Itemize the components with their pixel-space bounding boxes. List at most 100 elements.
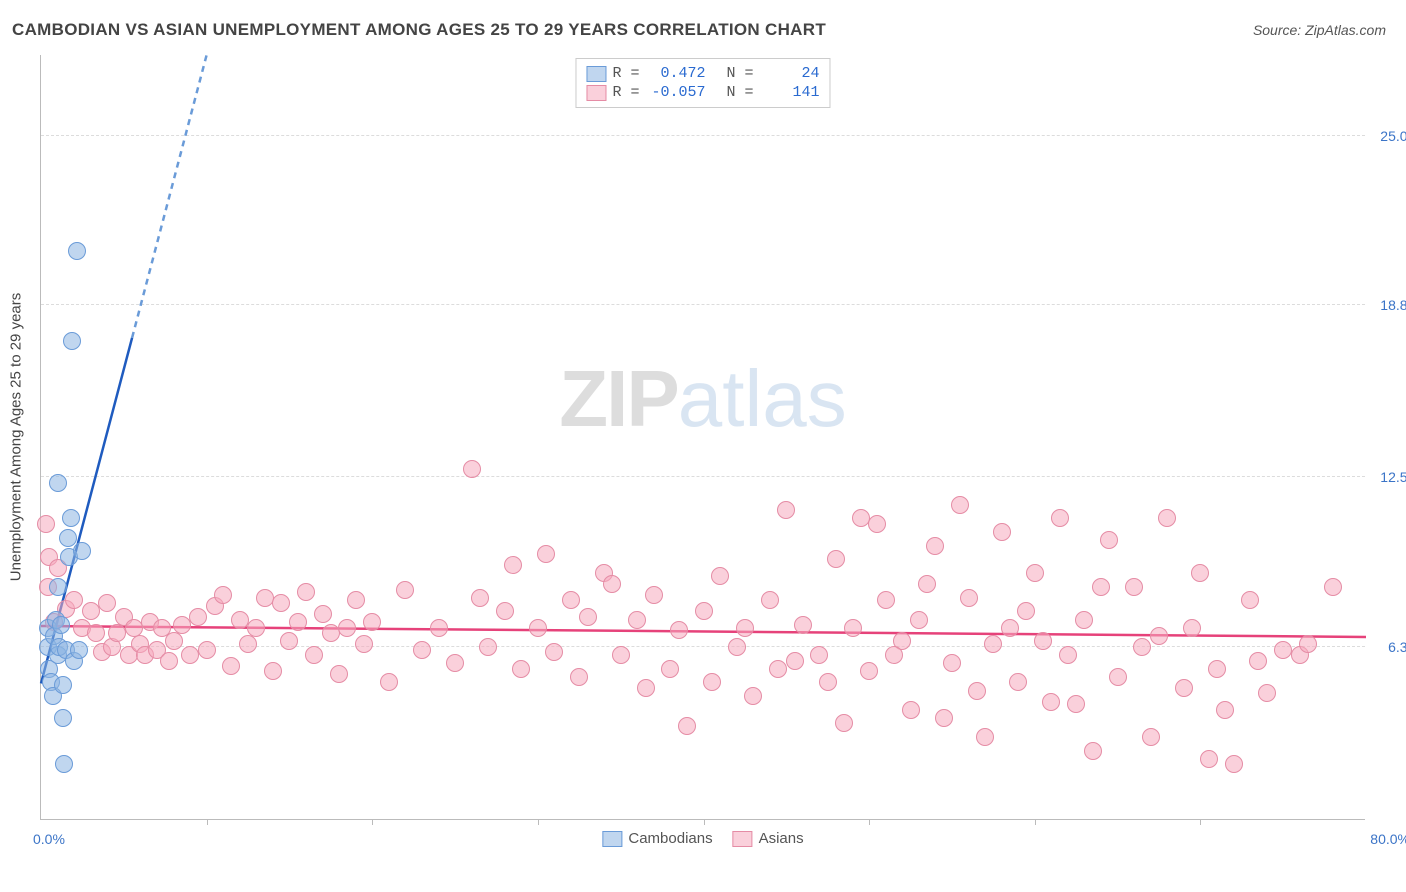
data-point [87, 624, 105, 642]
data-point [1208, 660, 1226, 678]
data-point [1133, 638, 1151, 656]
data-point [579, 608, 597, 626]
data-point [562, 591, 580, 609]
data-point [198, 641, 216, 659]
y-axis-title: Unemployment Among Ages 25 to 29 years [8, 293, 25, 582]
data-point [736, 619, 754, 637]
data-point [1075, 611, 1093, 629]
data-point [794, 616, 812, 634]
data-point [1324, 578, 1342, 596]
data-point [214, 586, 232, 604]
data-point [678, 717, 696, 735]
data-point [1150, 627, 1168, 645]
data-point [1175, 679, 1193, 697]
data-point [612, 646, 630, 664]
data-point [173, 616, 191, 634]
data-point [910, 611, 928, 629]
data-point [446, 654, 464, 672]
data-point [877, 591, 895, 609]
x-axis-min-label: 0.0% [33, 831, 65, 847]
y-tick-label: 6.3% [1370, 639, 1406, 655]
data-point [1200, 750, 1218, 768]
data-point [297, 583, 315, 601]
x-tick [372, 819, 373, 825]
watermark-bold: ZIP [559, 354, 677, 443]
data-point [819, 673, 837, 691]
data-point [1142, 728, 1160, 746]
chart-plot-area: Unemployment Among Ages 25 to 29 years Z… [40, 55, 1365, 820]
data-point [52, 616, 70, 634]
r-value: -0.057 [645, 84, 705, 101]
data-point [661, 660, 679, 678]
data-point [413, 641, 431, 659]
watermark: ZIPatlas [559, 353, 846, 445]
data-point [1125, 578, 1143, 596]
data-point [363, 613, 381, 631]
data-point [54, 676, 72, 694]
data-point [835, 714, 853, 732]
x-tick [869, 819, 870, 825]
data-point [1274, 641, 1292, 659]
data-point [73, 542, 91, 560]
data-point [314, 605, 332, 623]
data-point [695, 602, 713, 620]
data-point [943, 654, 961, 672]
data-point [65, 591, 83, 609]
data-point [1191, 564, 1209, 582]
data-point [396, 581, 414, 599]
y-tick-label: 25.0% [1370, 128, 1406, 144]
data-point [728, 638, 746, 656]
gridline: 18.8% [41, 304, 1365, 305]
data-point [165, 632, 183, 650]
swatch-cambodians-icon [586, 66, 606, 82]
data-point [68, 242, 86, 260]
data-point [70, 641, 88, 659]
data-point [968, 682, 986, 700]
data-point [827, 550, 845, 568]
data-point [1225, 755, 1243, 773]
data-point [1042, 693, 1060, 711]
data-point [711, 567, 729, 585]
data-point [810, 646, 828, 664]
data-point [951, 496, 969, 514]
data-point [1001, 619, 1019, 637]
data-point [322, 624, 340, 642]
source-name: ZipAtlas.com [1305, 22, 1386, 38]
data-point [256, 589, 274, 607]
trend-lines [41, 55, 1365, 819]
data-point [98, 594, 116, 612]
correlation-row-cambodians: R = 0.472 N = 24 [586, 65, 819, 82]
data-point [852, 509, 870, 527]
data-point [860, 662, 878, 680]
data-point [125, 619, 143, 637]
data-point [769, 660, 787, 678]
data-point [1059, 646, 1077, 664]
data-point [1092, 578, 1110, 596]
data-point [1249, 652, 1267, 670]
x-axis-max-label: 80.0% [1370, 831, 1406, 847]
data-point [1034, 632, 1052, 650]
correlation-row-asians: R = -0.057 N = 141 [586, 84, 819, 101]
x-tick [704, 819, 705, 825]
swatch-asians-icon [733, 831, 753, 847]
gridline: 25.0% [41, 135, 1365, 136]
data-point [1026, 564, 1044, 582]
data-point [670, 621, 688, 639]
data-point [55, 755, 73, 773]
data-point [918, 575, 936, 593]
data-point [49, 474, 67, 492]
data-point [272, 594, 290, 612]
data-point [761, 591, 779, 609]
data-point [504, 556, 522, 574]
data-point [1051, 509, 1069, 527]
data-point [1009, 673, 1027, 691]
legend-item-cambodians: Cambodians [602, 830, 712, 847]
x-tick [1200, 819, 1201, 825]
y-tick-label: 12.5% [1370, 469, 1406, 485]
data-point [935, 709, 953, 727]
data-point [264, 662, 282, 680]
data-point [512, 660, 530, 678]
data-point [1109, 668, 1127, 686]
data-point [786, 652, 804, 670]
r-value: 0.472 [645, 65, 705, 82]
